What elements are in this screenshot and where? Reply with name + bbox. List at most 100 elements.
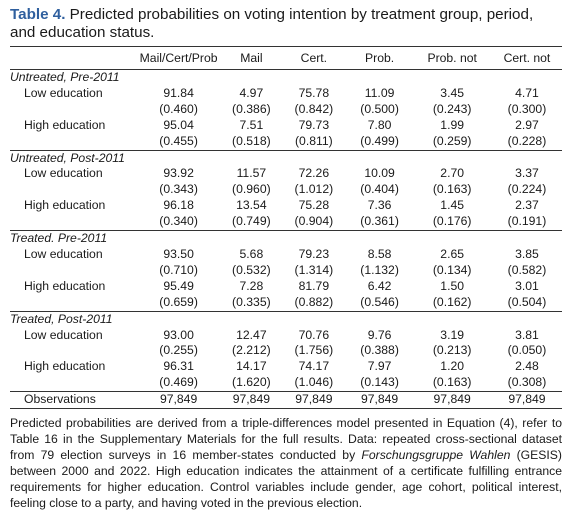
standard-error-row: (0.659) (0.335) (0.882) (0.546) (0.162) (0.50… [10,295,562,311]
estimate-cell: 14.17 [236,359,267,374]
estimate-cell: 96.31 [163,359,194,374]
estimate-cell: 95.04 [163,117,194,132]
observations-label: Observations [10,391,136,409]
group-header-row: Untreated, Pre-2011 [10,70,562,86]
table-body: Untreated, Pre-2011 Low education 91.84 4.9… [10,70,562,409]
row-label-empty [10,102,135,118]
standard-error-cell: (0.255) [159,343,198,358]
standard-error-cell: (0.749) [232,214,271,229]
estimate-cell: 3.81 [515,327,539,342]
estimate-row: High education 96.18 13.54 75.28 7.36 1.45 2.3… [10,198,562,214]
estimate-cell: 3.85 [515,246,539,261]
table-caption: Table 4. Predicted probabilities on voti… [10,6,555,42]
standard-error-cell: (0.904) [294,214,334,229]
row-label: High education [24,278,106,293]
estimate-cell: 93.50 [163,246,194,261]
header-row: Mail/Cert/Prob Mail Cert. Prob. Prob. no… [10,47,562,70]
table-caption-text: Predicted probabilities on voting intent… [10,6,534,41]
standard-error-cell: (0.469) [159,375,198,390]
row-label: Low education [24,327,103,342]
estimate-cell: 81.79 [298,278,330,293]
estimate-cell: 7.51 [239,117,264,132]
row-label: Low education [24,166,103,181]
observations-cell: 97,849 [135,391,222,409]
standard-error-cell: (0.811) [295,133,333,148]
table-note-source: Forschungsgruppe Wahlen [361,448,511,463]
table-note-text: Predicted probabilities are derived from… [10,416,562,463]
standard-error-row: (0.469) (1.620) (1.046) (0.143) (0.163) (0.30… [10,375,562,391]
estimate-cell: 93.00 [163,327,194,342]
standard-error-cell: (0.532) [232,262,271,277]
standard-error-cell: (0.499) [360,133,399,148]
standard-error-cell: (0.710) [159,262,198,277]
standard-error-cell: (0.504) [507,294,547,309]
results-table: Mail/Cert/Prob Mail Cert. Prob. Prob. no… [10,47,562,409]
standard-error-cell: (0.163) [432,182,472,197]
row-label-empty [10,295,135,311]
group-header-row: Treated, Post-2011 [10,310,562,328]
estimate-cell: 5.68 [239,246,264,261]
group-title: Untreated, Post-2011 [10,149,562,167]
standard-error-cell: (0.404) [360,182,399,197]
standard-error-cell: (1.012) [294,182,334,197]
estimate-cell: 1.50 [440,278,465,293]
estimate-row: Low education 93.92 11.57 72.26 10.09 2.70 3.3… [10,166,562,182]
estimate-cell: 93.92 [163,166,194,181]
observations-row: Observations 97,849 97,849 97,849 97,849… [10,391,562,409]
group-title: Treated, Post-2011 [10,310,562,328]
row-label: High education [24,359,106,374]
standard-error-cell: (0.162) [432,294,472,309]
header-cell: Prob. [346,47,413,70]
estimate-row: Low education 91.84 4.97 75.78 11.09 3.45 4.71 [10,86,562,102]
estimate-cell: 6.42 [367,278,392,293]
header-cell: Cert. [281,47,347,70]
estimate-cell: 9.76 [367,327,392,342]
estimate-cell: 7.36 [367,198,392,213]
standard-error-cell: (0.546) [360,294,399,309]
standard-error-cell: (0.134) [432,262,472,277]
estimate-cell: 4.71 [515,85,539,100]
estimate-cell: 70.76 [298,327,330,342]
standard-error-cell: (0.213) [432,343,472,358]
standard-error-row: (0.455) (0.518) (0.811) (0.499) (0.259) (0.22… [10,134,562,150]
group-header-row: Treated. Pre-2011 [10,230,562,247]
standard-error-cell: (0.340) [159,214,198,229]
estimate-cell: 4.97 [239,85,264,100]
estimate-cell: 3.37 [515,166,539,181]
top-rule [10,46,562,47]
row-label-empty [10,134,135,150]
standard-error-cell: (0.335) [232,294,271,309]
standard-error-cell: (0.143) [360,375,399,390]
standard-error-cell: (0.259) [432,133,472,148]
table-caption-label: Table 4. [10,6,66,23]
estimate-cell: 7.80 [367,117,392,132]
estimate-cell: 1.20 [440,359,465,374]
estimate-cell: 3.19 [440,327,465,342]
standard-error-cell: (0.243) [432,101,472,116]
estimate-row: High education 95.04 7.51 79.73 7.80 1.99 2.97 [10,118,562,134]
row-label-empty [10,375,135,391]
estimate-cell: 3.01 [515,278,539,293]
estimate-cell: 1.45 [440,198,465,213]
standard-error-row: (0.460) (0.386) (0.842) (0.500) (0.243) (0.30… [10,102,562,118]
standard-error-cell: (0.343) [159,182,198,197]
standard-error-cell: (0.163) [432,375,472,390]
estimate-cell: 79.23 [298,246,330,261]
observations-cell: 97,849 [221,391,281,409]
header-cell: Mail/Cert/Prob [135,47,222,70]
standard-error-cell: (0.460) [159,101,198,116]
table-note: Predicted probabilities are derived from… [10,415,562,511]
standard-error-cell: (0.050) [507,343,547,358]
standard-error-cell: (0.582) [507,262,547,277]
estimate-cell: 13.54 [236,198,267,213]
standard-error-cell: (2.212) [232,343,271,358]
observations-cell: 97,849 [412,391,492,409]
table-page: Table 4. Predicted probabilities on voti… [10,0,562,511]
row-label-empty [10,182,135,198]
header-cell: Prob. not [412,47,492,70]
standard-error-cell: (1.046) [294,375,334,390]
estimate-row: Low education 93.00 12.47 70.76 9.76 3.19 3.81 [10,328,562,344]
estimate-cell: 8.58 [367,246,392,261]
standard-error-cell: (0.500) [360,101,399,116]
estimate-cell: 91.84 [163,85,194,100]
